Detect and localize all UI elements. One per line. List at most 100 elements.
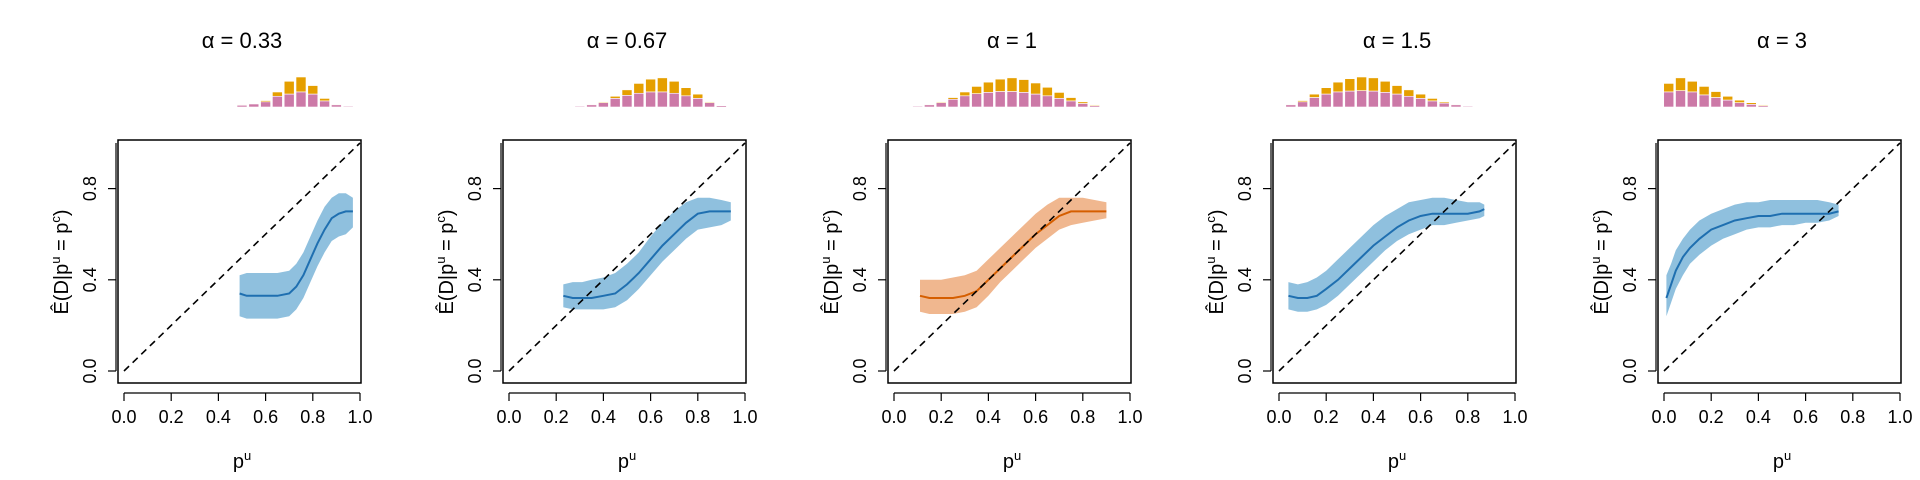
diagonal-reference-line — [508, 142, 746, 372]
chart-title: α = 3 — [1757, 28, 1807, 53]
x-tick-label: 0.4 — [976, 407, 1001, 427]
x-axis-label: pu​ — [618, 448, 636, 473]
histogram-bar-bottom — [1687, 91, 1698, 108]
histogram-bar-top — [657, 77, 668, 93]
histogram-bar-bottom — [1344, 90, 1356, 108]
plot-frame — [502, 139, 747, 384]
plot-area — [508, 142, 746, 372]
histogram-bar-top — [621, 89, 633, 96]
histogram-bar-bottom — [1379, 92, 1391, 108]
histogram-bar-bottom — [1722, 99, 1734, 108]
y-axis-label: Ê(D|pu​ = pc​) — [433, 209, 458, 314]
histogram-bar-top — [983, 81, 994, 93]
y-tick-label: 0.0 — [80, 358, 100, 383]
histogram-bar-bottom — [657, 91, 668, 108]
histogram-bar-bottom — [574, 105, 586, 108]
plot-frame — [117, 139, 362, 384]
x-tick-label: 1.0 — [732, 407, 757, 427]
y-tick-label: 0.8 — [1235, 176, 1255, 201]
histogram-bar-bottom — [924, 104, 935, 108]
histogram-bar-top — [959, 91, 971, 97]
y-tick-label: 0.0 — [1235, 358, 1255, 383]
histogram-bar-bottom — [983, 92, 994, 108]
y-tick-label: 0.4 — [80, 267, 100, 292]
histogram-bar-bottom — [1438, 102, 1450, 108]
series-line — [563, 210, 731, 299]
histogram-bar-top — [1065, 97, 1077, 102]
confidence-band — [239, 193, 353, 319]
histogram-bar-bottom — [236, 104, 248, 108]
x-tick-label: 0.8 — [300, 407, 325, 427]
histogram-bar-top — [1698, 86, 1710, 96]
confidence-band — [563, 197, 731, 310]
histogram-bar-bottom — [1698, 94, 1710, 108]
histogram-bar-top — [1427, 98, 1438, 102]
y-tick-label: 0.8 — [465, 176, 485, 201]
histogram-bar-bottom — [1746, 104, 1757, 108]
x-tick-label: 0.8 — [685, 407, 710, 427]
x-tick-label: 0.6 — [1793, 407, 1818, 427]
histogram-bar-top — [1006, 77, 1018, 92]
histogram-bar-bottom — [1675, 90, 1686, 108]
histogram-bar-top — [1734, 99, 1745, 104]
x-tick-label: 0.0 — [111, 407, 136, 427]
histogram-bar-bottom — [935, 102, 947, 108]
x-axis-label: pu​ — [1773, 448, 1791, 473]
y-tick-label: 0.8 — [1620, 176, 1640, 201]
plot-area — [123, 142, 361, 372]
histogram-bar-top — [633, 83, 645, 94]
histogram-bar-top — [295, 76, 307, 93]
chart-panel-2: α = 0.67 0.0 0.2 0.4 0.6 0.8 1.0 0.0 0.4 0.8 pu​ Ê(… — [433, 28, 758, 473]
histogram-bar-bottom — [1403, 95, 1415, 108]
x-tick-label: 1.0 — [1887, 407, 1912, 427]
histogram-bar-bottom — [307, 93, 319, 108]
x-tick-label: 0.8 — [1455, 407, 1480, 427]
histogram-bar-bottom — [668, 92, 680, 108]
histogram-bar-top — [1053, 92, 1065, 99]
histogram-bar-top — [1042, 86, 1053, 97]
histogram-bar-bottom — [947, 98, 959, 108]
histogram-bar-top — [1687, 80, 1698, 93]
x-tick-label: 0.0 — [496, 407, 521, 427]
histogram-bar-bottom — [994, 91, 1006, 108]
confidence-band — [1666, 200, 1839, 317]
x-tick-label: 0.2 — [1314, 407, 1339, 427]
x-tick-label: 1.0 — [1502, 407, 1527, 427]
x-tick-label: 0.4 — [1746, 407, 1771, 427]
series-line — [239, 210, 353, 297]
plot-area — [893, 142, 1131, 372]
y-tick-label: 0.8 — [850, 176, 870, 201]
histogram-bar-top — [680, 87, 692, 97]
x-tick-label: 0.8 — [1840, 407, 1865, 427]
x-tick-label: 0.2 — [929, 407, 954, 427]
histogram-bar-bottom — [586, 104, 597, 108]
histogram-bar-bottom — [971, 93, 982, 108]
histogram-bar-bottom — [1710, 97, 1722, 108]
histogram-bar-bottom — [1297, 101, 1308, 108]
histogram-bar-bottom — [959, 95, 971, 108]
histogram-bar-top — [1391, 85, 1403, 95]
histogram-bar-top — [1368, 77, 1379, 92]
histogram-bar-bottom — [1427, 100, 1438, 108]
chart-panel-5: α = 3 0.0 0.2 0.4 0.6 0.8 1.0 0.0 0.4 0.8 pu​ Ê(D|p… — [1588, 28, 1913, 473]
x-tick-label: 0.8 — [1070, 407, 1095, 427]
x-tick-label: 1.0 — [1117, 407, 1142, 427]
x-tick-label: 0.0 — [1266, 407, 1291, 427]
histogram-bar-top — [1675, 77, 1686, 92]
chart-title: α = 1 — [987, 28, 1037, 53]
histogram-bar-bottom — [692, 98, 704, 108]
plot-frame — [1657, 139, 1902, 384]
x-tick-label: 0.6 — [1023, 407, 1048, 427]
histogram-bar-top — [1344, 78, 1356, 92]
histogram-bar-top — [1403, 89, 1415, 97]
x-axis-label: pu​ — [233, 448, 251, 473]
histogram-bar-bottom — [272, 95, 283, 108]
histogram-bar-bottom — [1415, 98, 1426, 108]
series-line — [919, 210, 1107, 299]
y-axis-label: Ê(D|pu​ = pc​) — [818, 209, 843, 314]
chart-title: α = 1.5 — [1363, 28, 1431, 53]
histogram-bar-bottom — [1065, 100, 1077, 108]
x-axis-label: pu​ — [1388, 448, 1406, 473]
diagonal-reference-line — [1663, 142, 1901, 372]
y-axis-label: Ê(D|pu​ = pc​) — [1203, 209, 1228, 314]
